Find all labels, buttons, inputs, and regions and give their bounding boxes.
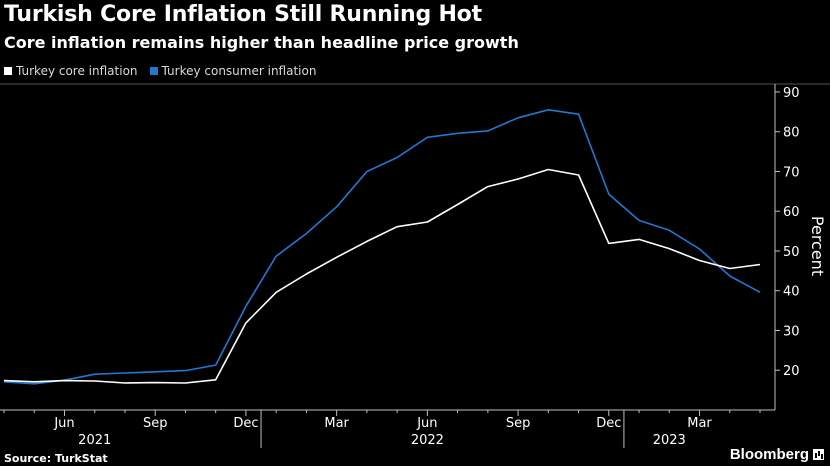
y-tick-label: 40: [783, 285, 800, 300]
x-tick-label: Jun: [53, 416, 74, 431]
bloomberg-logo: Bloomberg: [730, 446, 824, 463]
x-year-label: 2022: [411, 433, 444, 448]
x-tick-label: Jun: [416, 416, 437, 431]
source-note: Source: TurkStat: [4, 452, 108, 465]
chart-title: Turkish Core Inflation Still Running Hot: [4, 2, 482, 27]
y-tick-label: 80: [783, 126, 800, 141]
legend-label-consumer: Turkey consumer inflation: [161, 64, 317, 78]
legend-item-core: Turkey core inflation: [4, 64, 138, 78]
x-tick-label: Mar: [324, 416, 349, 431]
y-axis-title: Percent: [808, 216, 827, 276]
brand-name: Bloomberg: [729, 446, 809, 463]
x-tick-label: Dec: [596, 416, 621, 431]
y-tick-label: 60: [783, 205, 800, 220]
legend-item-consumer: Turkey consumer inflation: [149, 64, 317, 78]
y-tick-label: 50: [783, 245, 800, 260]
y-tick-label: 70: [783, 165, 800, 180]
x-year-label: 2021: [78, 433, 111, 448]
core-inflation-line: [3, 168, 761, 384]
x-tick-label: Sep: [506, 416, 531, 431]
x-year-label: 2023: [653, 433, 686, 448]
y-tick-label: 20: [783, 364, 800, 379]
legend: Turkey core inflation Turkey consumer in…: [4, 64, 316, 78]
consumer-inflation-line: [3, 109, 761, 385]
x-tick-label: Mar: [687, 416, 712, 431]
legend-label-core: Turkey core inflation: [16, 64, 138, 78]
bar-chart-icon: [813, 449, 824, 460]
x-tick-label: Dec: [233, 416, 258, 431]
y-tick-label: 90: [783, 86, 800, 101]
legend-swatch-consumer: [149, 67, 158, 75]
chart-subtitle: Core inflation remains higher than headl…: [4, 33, 519, 52]
y-tick-label: 30: [783, 324, 800, 339]
legend-swatch-core: [4, 67, 12, 75]
x-tick-label: Sep: [143, 416, 168, 431]
